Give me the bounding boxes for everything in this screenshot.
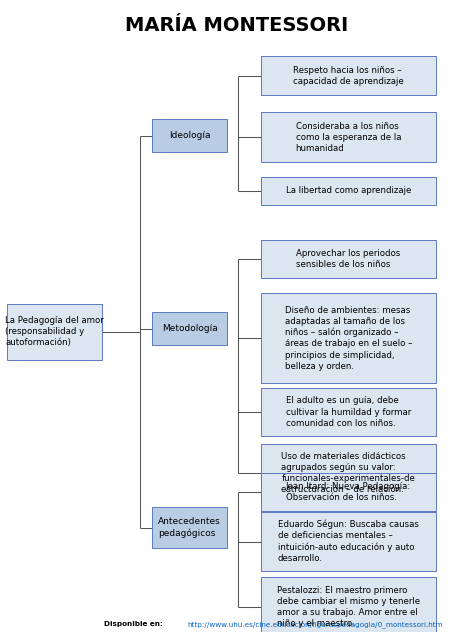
Text: Eduardo Ségun: Buscaba causas
de deficiencias mentales –
intuición-auto educació: Eduardo Ségun: Buscaba causas de deficie… <box>278 520 419 563</box>
FancyBboxPatch shape <box>152 119 228 152</box>
Text: La Pedagogía del amor
(responsabilidad y
autoformación): La Pedagogía del amor (responsabilidad y… <box>5 316 104 348</box>
Text: Antecedentes
pedagógicos: Antecedentes pedagógicos <box>158 518 221 538</box>
Text: Metodología: Metodología <box>162 324 218 333</box>
Text: La libertad como aprendizaje: La libertad como aprendizaje <box>286 186 411 195</box>
Text: Diseño de ambientes: mesas
adaptadas al tamaño de los
niños – salón organizado –: Diseño de ambientes: mesas adaptadas al … <box>285 305 412 371</box>
Text: Consideraba a los niños
como la esperanza de la
humanidad: Consideraba a los niños como la esperanz… <box>296 121 401 153</box>
Text: Jean Itard: Nueva Pedagogía:
Observación de los niños.: Jean Itard: Nueva Pedagogía: Observación… <box>286 482 411 502</box>
FancyBboxPatch shape <box>261 240 436 278</box>
FancyBboxPatch shape <box>261 56 436 95</box>
Text: Respeto hacia los niños –
capacidad de aprendizaje: Respeto hacia los niños – capacidad de a… <box>293 66 404 86</box>
FancyBboxPatch shape <box>261 293 436 383</box>
FancyBboxPatch shape <box>261 512 436 571</box>
Text: Pestalozzi: El maestro primero
debe cambiar el mismo y tenerle
amor a su trabajo: Pestalozzi: El maestro primero debe camb… <box>277 586 420 628</box>
FancyBboxPatch shape <box>261 444 436 502</box>
Text: http://www.uhu.es/cine.educacion/figuraspedagogia/0_montessori.htm: http://www.uhu.es/cine.educacion/figuras… <box>187 621 443 628</box>
Text: Disponible en:: Disponible en: <box>104 621 165 628</box>
FancyBboxPatch shape <box>261 112 436 162</box>
Text: Ideología: Ideología <box>169 131 210 140</box>
FancyBboxPatch shape <box>261 177 436 205</box>
FancyBboxPatch shape <box>261 577 436 632</box>
FancyBboxPatch shape <box>261 473 436 511</box>
Text: Uso de materiales didácticos
agrupados según su valor:
funcionales-experimentale: Uso de materiales didácticos agrupados s… <box>282 452 415 494</box>
FancyBboxPatch shape <box>261 388 436 436</box>
FancyBboxPatch shape <box>152 507 228 548</box>
Text: Aprovechar los periodos
sensibles de los niños: Aprovechar los periodos sensibles de los… <box>296 249 401 269</box>
Text: MARÍA MONTESSORI: MARÍA MONTESSORI <box>126 16 348 35</box>
Text: El adulto es un guía, debe
cultivar la humildad y formar
comunidad con los niños: El adulto es un guía, debe cultivar la h… <box>286 396 411 428</box>
FancyBboxPatch shape <box>152 312 228 345</box>
FancyBboxPatch shape <box>8 304 102 360</box>
